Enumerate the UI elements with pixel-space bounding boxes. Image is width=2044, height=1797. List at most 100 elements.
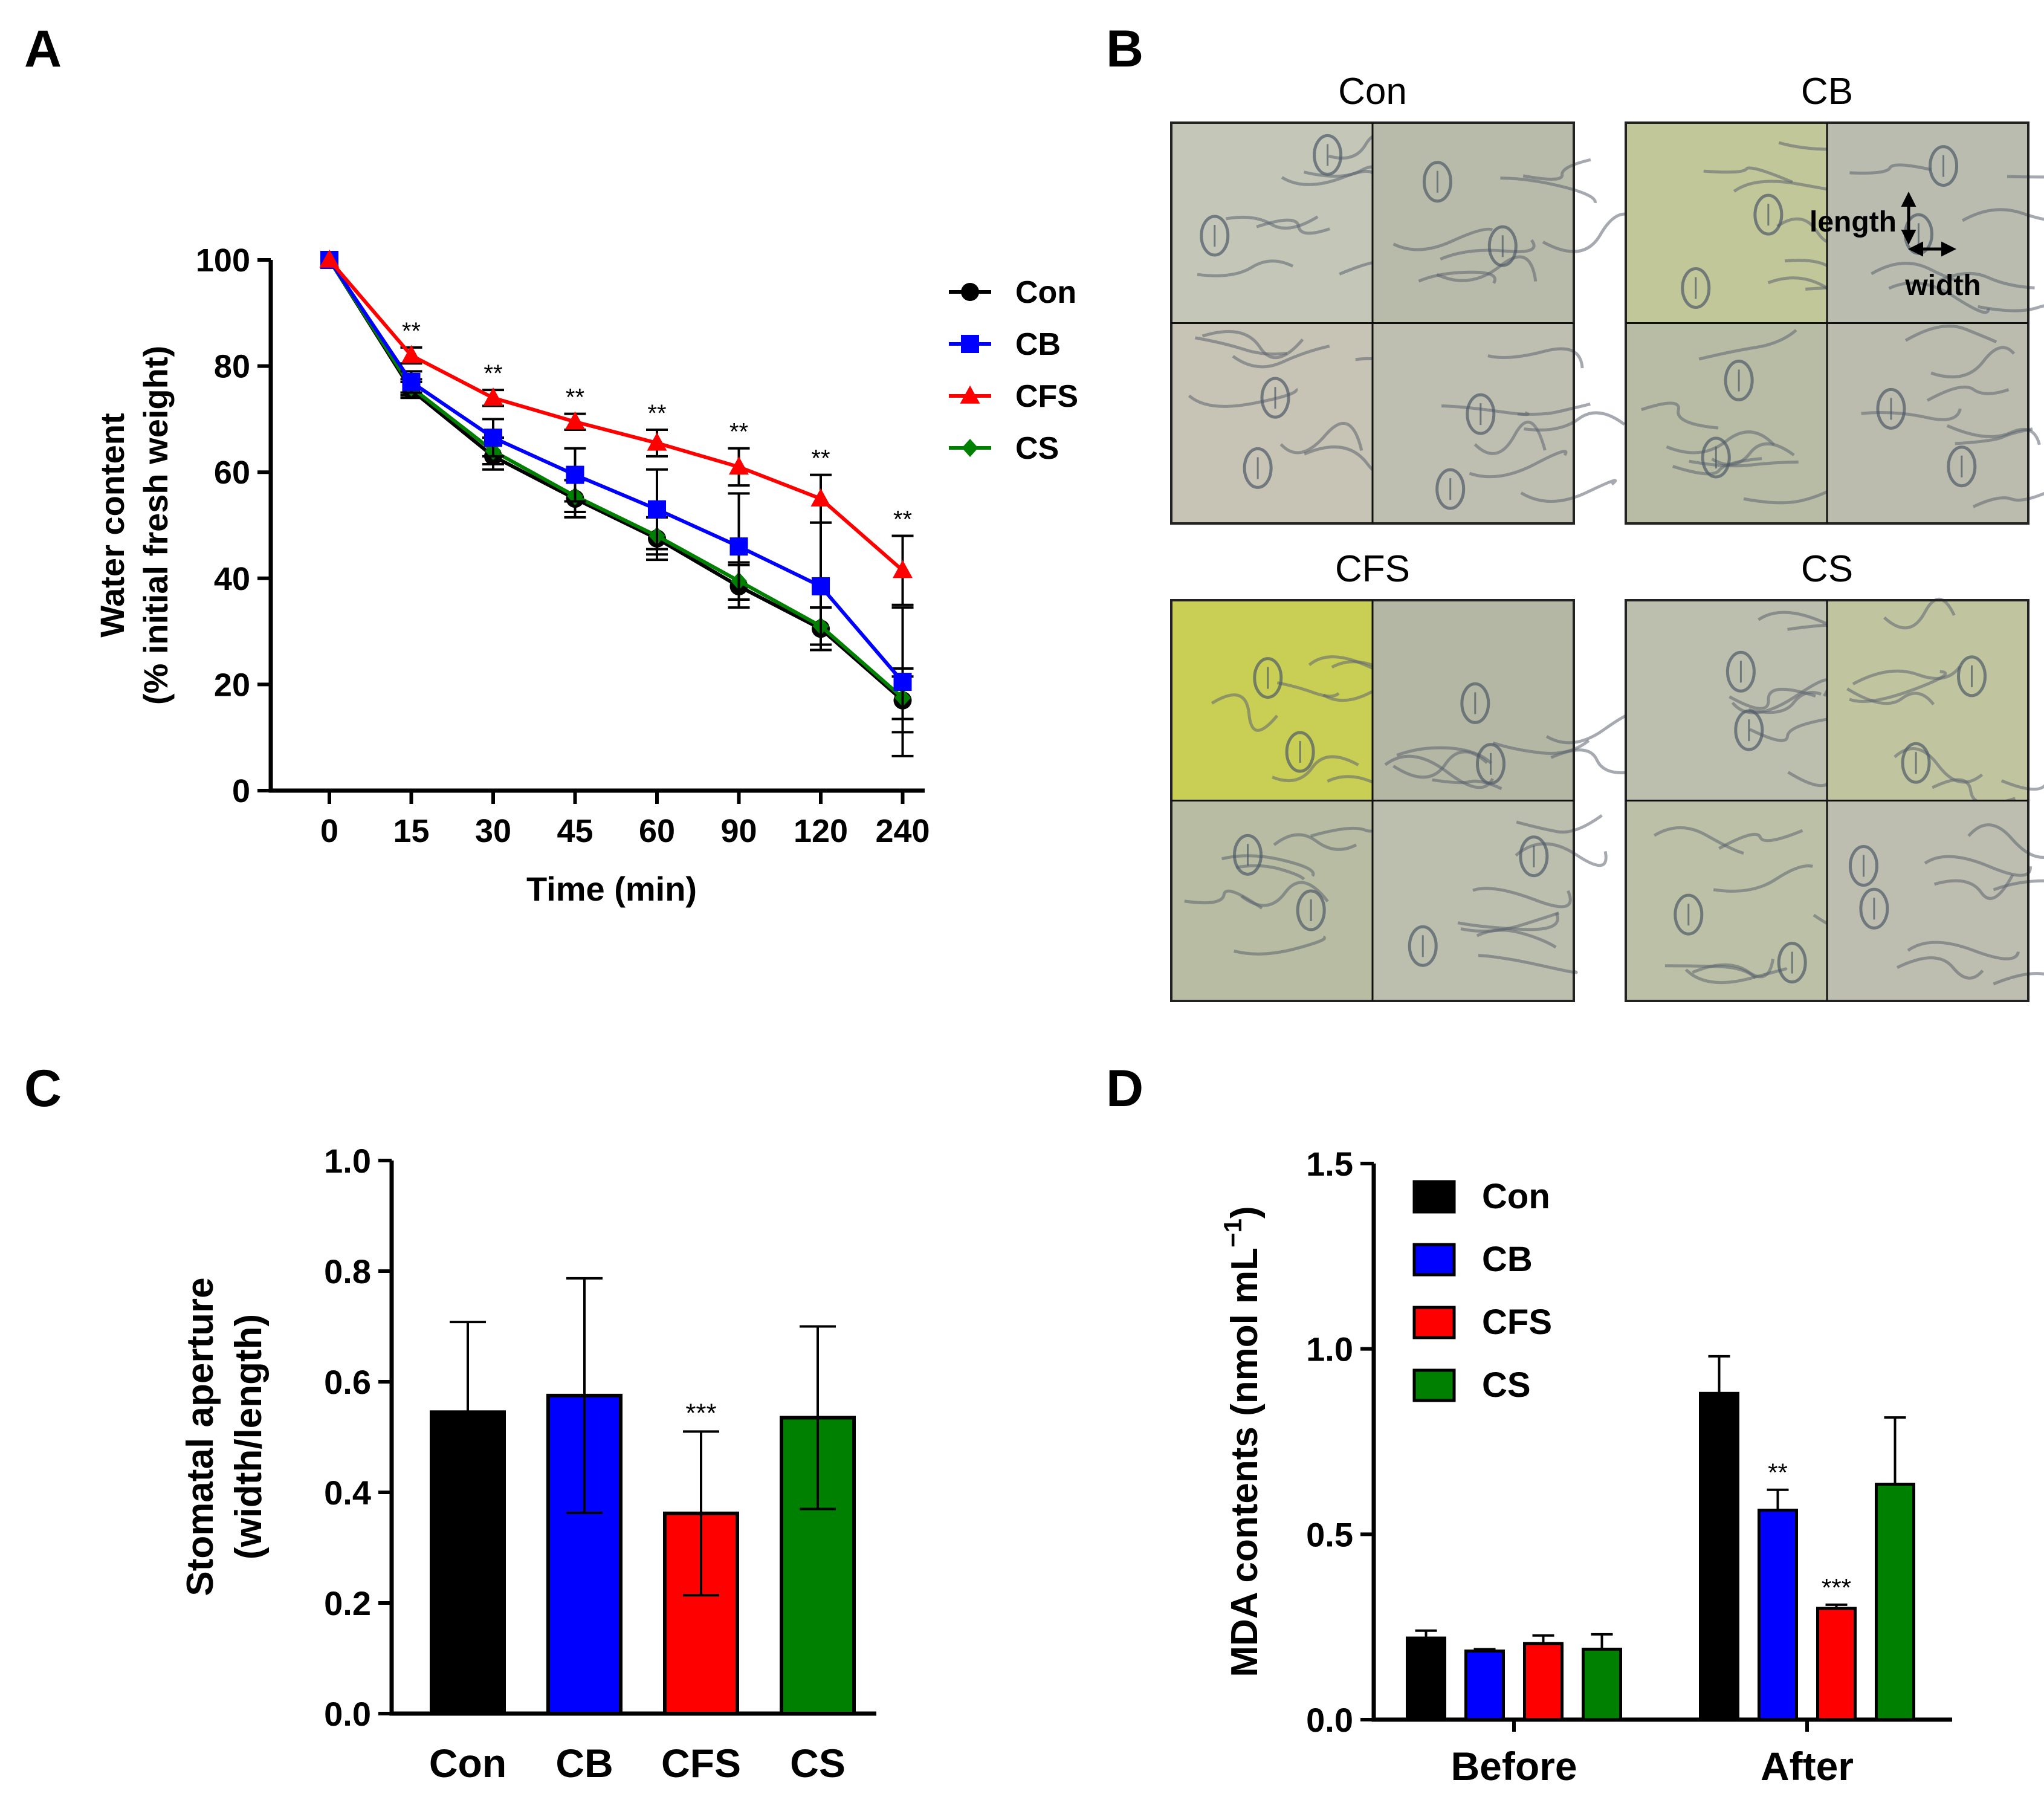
panel-a-point-cb	[484, 429, 502, 447]
stoma-texture	[1487, 225, 1518, 267]
cell-wall-texture	[1457, 912, 1559, 931]
stoma-texture	[1901, 742, 1931, 784]
panel-a-legend-marker-cb	[961, 335, 979, 353]
cell-wall-texture	[1524, 411, 1626, 432]
stoma-texture	[1859, 887, 1889, 930]
panel-a-series-cfs	[319, 249, 914, 606]
cell-wall-texture	[1888, 281, 1990, 314]
panel-d-y-label-close: )	[1224, 1206, 1266, 1219]
panel-a-x-tick-label: 120	[794, 813, 848, 849]
micrograph-title: CS	[1801, 548, 1853, 590]
stoma-texture	[1947, 445, 1977, 488]
length-annotation: length	[1810, 206, 1897, 238]
panel-d-y-tick-label: 0.5	[1306, 1515, 1353, 1553]
stoma-texture	[1681, 267, 1711, 309]
panel-a-point-cfs	[810, 488, 831, 507]
cell-wall-texture	[1955, 427, 2033, 445]
panel-a-legend: Con CB CFS CS	[949, 275, 1078, 466]
panel-d-y-ticks: 0.0 0.5 1.0 1.5	[1306, 1145, 1374, 1739]
micrograph-quadrant	[1373, 800, 1574, 1001]
cell-wall-texture	[1516, 814, 1603, 834]
cell-wall-texture	[1698, 329, 1797, 361]
panel-c-x-tick-label: CFS	[661, 1741, 741, 1786]
micrograph-quadrant	[1373, 123, 1574, 323]
micrograph-quadrant	[1373, 600, 1574, 801]
panel-c-y-tick-label: 0.4	[324, 1474, 371, 1512]
stoma-texture	[1777, 942, 1807, 984]
panel-d-significance-marker: **	[1768, 1459, 1788, 1487]
stoma-texture	[1753, 193, 1784, 236]
panel-d-legend-swatch-cs	[1412, 1368, 1456, 1402]
cell-wall-texture	[1689, 459, 1799, 468]
cell-wall-texture	[1550, 748, 1643, 774]
stoma-texture	[1435, 468, 1466, 510]
cell-wall-texture	[1938, 271, 2035, 290]
panel-a-legend-label-cfs: CFS	[1015, 379, 1078, 414]
panel-d-bar-cs-after	[1875, 1483, 1915, 1721]
cell-wall-texture	[2000, 779, 2044, 791]
cell-wall-texture	[1392, 227, 1493, 251]
panel-c-y-label-units: (width/length)	[228, 1314, 270, 1559]
stoma-texture	[1313, 134, 1343, 176]
panel-d-bars: Before*****After	[1406, 1355, 1915, 1789]
panel-a-point-cb	[812, 577, 830, 595]
panel-a-point-cb	[729, 537, 748, 556]
micrograph-cb: CB	[1625, 71, 2044, 525]
panel-a-y-tick-label: 40	[214, 561, 250, 597]
stoma-texture	[1296, 889, 1326, 931]
cell-wall-texture	[1972, 491, 2044, 508]
panel-a-point-cfs	[319, 249, 340, 268]
cell-wall-texture	[1718, 829, 1803, 850]
micrograph-quadrant	[1626, 123, 1827, 323]
cell-wall-texture	[1492, 739, 1590, 755]
cell-wall-texture	[1487, 347, 1584, 369]
panel-a-point-cb	[402, 372, 421, 391]
cell-wall-texture	[1418, 270, 1496, 284]
panel-d-legend-label-cb: CB	[1482, 1240, 1533, 1279]
panel-label-a: A	[24, 20, 62, 78]
panel-d-bar-cs-before	[1582, 1647, 1622, 1721]
cell-wall-texture	[1384, 754, 1494, 789]
stoma-texture	[1422, 161, 1452, 203]
cell-wall-texture	[1460, 911, 1560, 933]
micrograph-quadrant	[1827, 323, 2028, 523]
panel-c-y-tick-label: 0.6	[324, 1363, 371, 1401]
panel-a-legend-label-cb: CB	[1015, 327, 1061, 362]
panel-a-y-tick-label: 80	[214, 349, 250, 385]
cell-wall-texture	[1225, 215, 1319, 230]
micrograph-title: CFS	[1335, 548, 1410, 590]
cell-wall-texture	[1201, 329, 1304, 360]
width-annotation: width	[1904, 270, 1981, 302]
stoma-texture	[1243, 447, 1273, 489]
micrograph-quadrant	[1626, 600, 1827, 801]
cell-wall-texture	[1500, 176, 1597, 204]
panel-d-legend-swatch-con	[1412, 1180, 1456, 1214]
stoma-texture	[1734, 709, 1764, 751]
micrograph-con: Con	[1170, 71, 1637, 525]
cell-wall-texture	[1276, 681, 1340, 698]
stoma-texture	[1957, 655, 1987, 698]
cell-wall-texture	[1211, 693, 1279, 732]
panel-a-y-ticks: 0 20 40 60 80 100	[196, 242, 271, 809]
panel-a-y-tick-label: 20	[214, 667, 250, 703]
cell-wall-texture	[1713, 864, 1813, 893]
panel-d-y-label: MDA contents (nmol mL−1)	[1218, 1206, 1266, 1677]
cell-wall-texture	[1861, 408, 1962, 421]
panel-d-legend-swatch-cfs	[1412, 1306, 1456, 1339]
cell-wall-texture	[1993, 972, 2044, 986]
panel-a-y-axis	[268, 260, 925, 793]
cell-wall-texture	[1515, 842, 1608, 867]
panel-a-series	[319, 249, 914, 757]
cell-wall-texture	[1930, 346, 2016, 379]
micrograph-cs: CS	[1625, 548, 2044, 1002]
panel-c-y-ticks: 0.0 0.2 0.4 0.6 0.8 1.0	[324, 1142, 392, 1733]
cell-wall-texture	[1666, 430, 1776, 455]
panel-a-x-tick-label: 240	[875, 813, 930, 849]
panel-d-bar-cb-after	[1758, 1508, 1798, 1721]
panel-a-legend-marker-cs	[962, 439, 978, 457]
stoma-texture	[1929, 145, 1959, 187]
cell-wall-texture	[1232, 345, 1330, 369]
cell-wall-texture	[1279, 422, 1363, 455]
panel-d-legend-label-cfs: CFS	[1482, 1303, 1552, 1342]
cell-wall-texture	[1849, 670, 1947, 703]
